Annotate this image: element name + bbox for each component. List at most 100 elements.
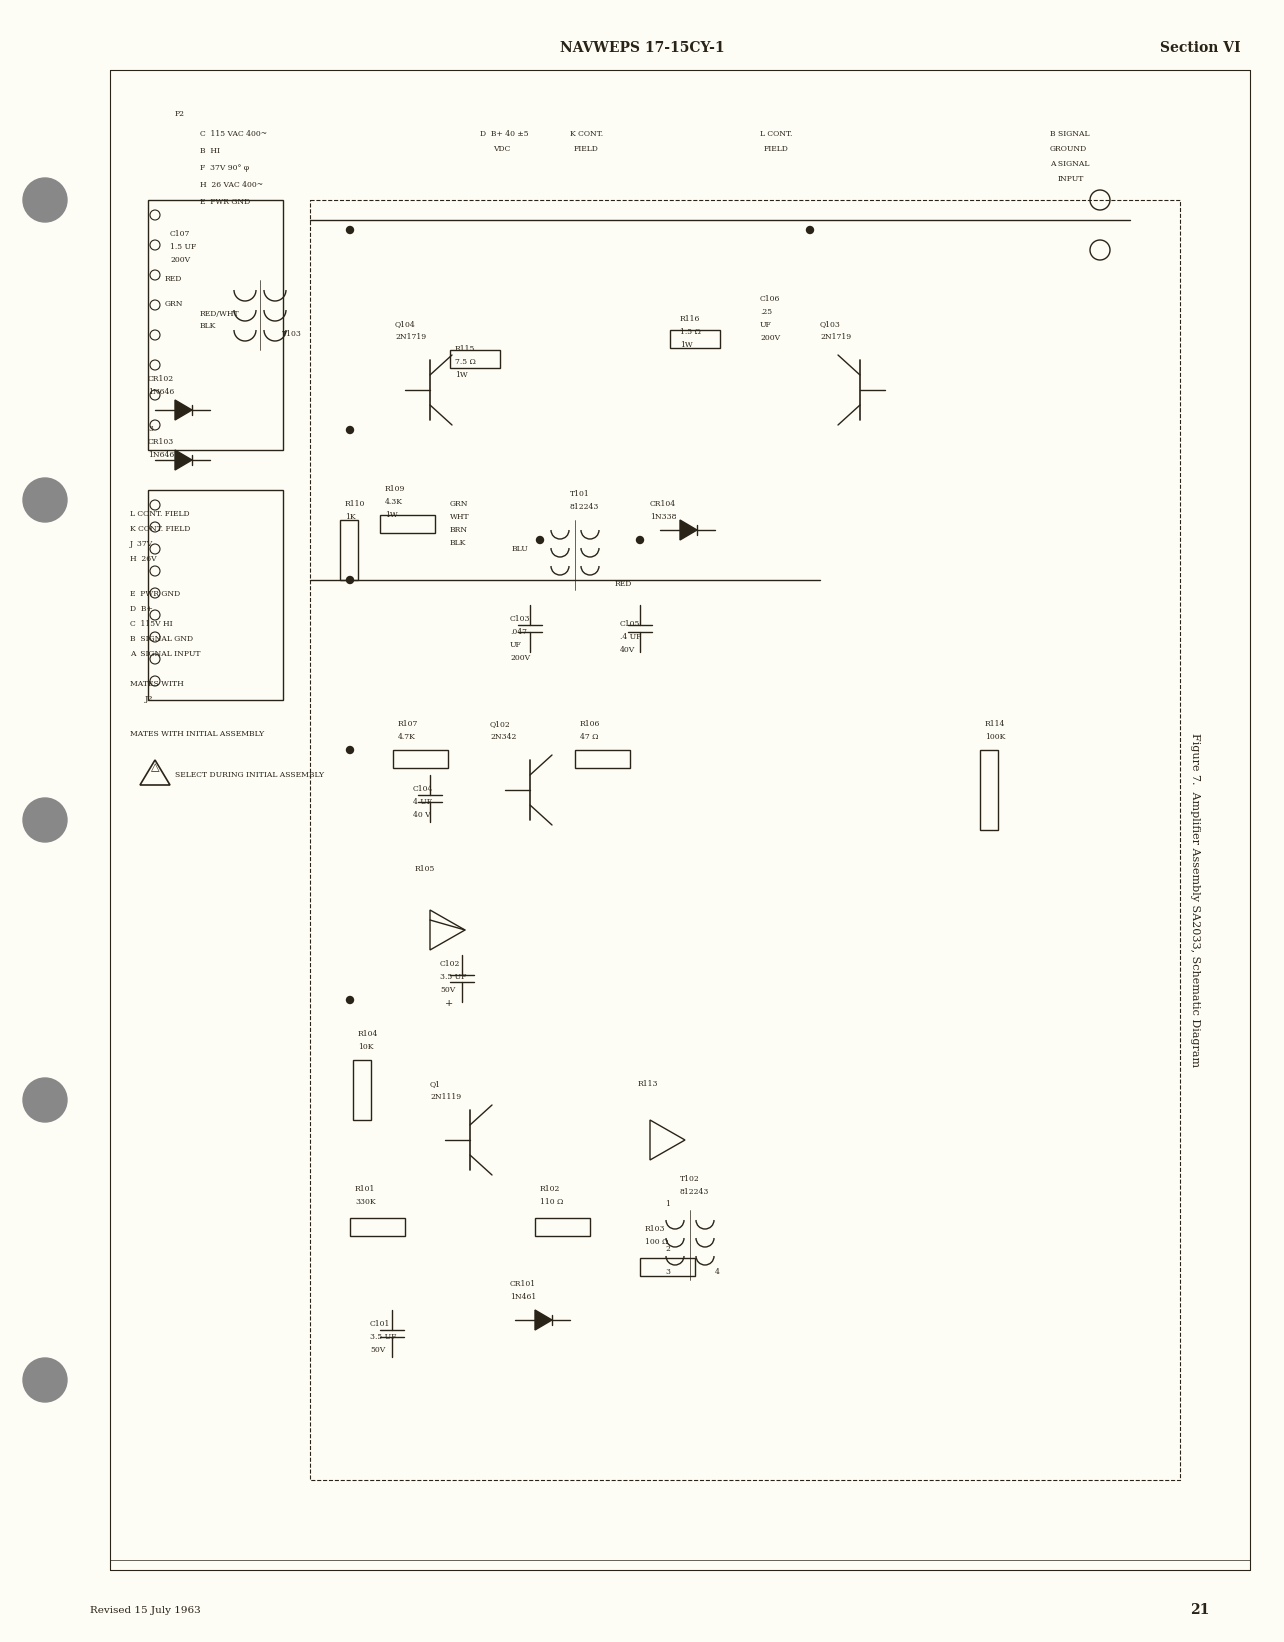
Bar [309,200,1180,1479]
Text: A  SIGNAL INPUT: A SIGNAL INPUT [130,650,200,658]
Text: +: + [446,998,453,1008]
Text: 3: 3 [148,425,153,433]
Text: 1K: 1K [345,512,356,521]
Text: 1.5 Ω: 1.5 Ω [681,328,701,337]
Text: 2N1719: 2N1719 [395,333,426,342]
Text: 812243: 812243 [570,502,600,511]
Text: C102: C102 [440,961,461,969]
Text: GRN: GRN [166,300,184,309]
Text: 4 UF: 4 UF [413,798,431,806]
Text: 1N646: 1N646 [148,388,175,396]
Text: 47 Ω: 47 Ω [580,732,598,741]
Text: R106: R106 [580,719,601,727]
Text: CR101: CR101 [510,1281,537,1287]
Text: C101: C101 [370,1320,390,1328]
Text: T102: T102 [681,1176,700,1182]
Text: 100K: 100K [985,732,1005,741]
Text: .4 UF: .4 UF [620,634,642,640]
Text: C104: C104 [413,785,434,793]
Text: 3.5 UF: 3.5 UF [440,974,466,980]
Text: 40 V: 40 V [413,811,430,819]
Text: 2N1719: 2N1719 [820,333,851,342]
Text: △: △ [150,762,159,772]
Text: C  115V HI: C 115V HI [130,621,172,627]
Text: E  PWR GND: E PWR GND [130,589,180,598]
Text: B SIGNAL: B SIGNAL [1050,130,1090,138]
Text: C  115 VAC 400~: C 115 VAC 400~ [200,130,267,138]
Text: 1.5 UF: 1.5 UF [169,243,196,251]
Text: K CONT. FIELD: K CONT. FIELD [130,525,190,534]
Text: 40V: 40V [620,645,636,654]
Bar [639,1258,695,1276]
Circle shape [23,1358,67,1402]
Text: 330K: 330K [354,1199,376,1205]
Text: 1W: 1W [385,511,398,519]
Text: D  B+ 40 ±5: D B+ 40 ±5 [480,130,529,138]
Bar [575,750,630,768]
Bar [980,750,998,829]
Circle shape [23,177,67,222]
Text: L CONT. FIELD: L CONT. FIELD [130,511,190,517]
Text: R116: R116 [681,315,700,323]
Bar [340,521,358,580]
Text: UF: UF [510,640,521,649]
Text: RED: RED [615,580,633,588]
Circle shape [347,747,353,754]
Text: 3: 3 [665,1268,670,1276]
Text: RED: RED [166,274,182,282]
Text: BLK: BLK [449,539,466,547]
Text: Section VI: Section VI [1159,41,1240,54]
Text: WHT: WHT [449,512,470,521]
Bar [148,489,282,699]
Text: 3.5 UF: 3.5 UF [370,1333,397,1342]
Circle shape [347,227,353,233]
Text: 1N461: 1N461 [510,1292,537,1300]
Polygon shape [175,450,193,470]
Text: C106: C106 [760,296,781,304]
Polygon shape [175,401,193,420]
Text: R101: R101 [354,1186,375,1194]
Text: 200V: 200V [510,654,530,662]
Circle shape [637,537,643,544]
Text: R105: R105 [415,865,435,874]
Text: 2N1119: 2N1119 [430,1094,461,1102]
Bar [535,1218,591,1236]
Text: 100 Ω: 100 Ω [645,1238,669,1246]
Text: R113: R113 [638,1080,659,1089]
Circle shape [537,537,543,544]
Bar [449,350,499,368]
Text: RED/WHT: RED/WHT [200,310,240,319]
Bar [148,200,282,450]
Text: BLU: BLU [512,545,529,553]
Circle shape [23,798,67,842]
Text: 4: 4 [715,1268,720,1276]
Text: Revised 15 July 1963: Revised 15 July 1963 [90,1606,200,1614]
Text: C105: C105 [620,621,641,627]
Circle shape [347,576,353,583]
Text: NAVWEPS 17-15CY-1: NAVWEPS 17-15CY-1 [560,41,724,54]
Polygon shape [535,1310,552,1330]
Text: R102: R102 [541,1186,560,1194]
Text: BRN: BRN [449,525,469,534]
Text: 7.5 Ω: 7.5 Ω [455,358,476,366]
Text: MATES WITH INITIAL ASSEMBLY: MATES WITH INITIAL ASSEMBLY [130,731,265,737]
Text: E  PWR GND: E PWR GND [200,199,250,205]
Text: R107: R107 [398,719,419,727]
Text: 10K: 10K [358,1043,374,1051]
Text: Figure 7.  Amplifier Assembly SA2033, Schematic Diagram: Figure 7. Amplifier Assembly SA2033, Sch… [1190,732,1201,1067]
Text: FIELD: FIELD [574,144,598,153]
Text: T103: T103 [282,330,302,338]
Text: L CONT.: L CONT. [760,130,792,138]
Circle shape [23,1079,67,1121]
Text: 4.7K: 4.7K [398,732,416,741]
Text: P2: P2 [175,110,185,118]
Polygon shape [681,521,697,540]
Text: 2N342: 2N342 [490,732,516,741]
Text: GROUND: GROUND [1050,144,1088,153]
Text: F  37V 90° φ: F 37V 90° φ [200,164,249,172]
Text: D  B+: D B+ [130,604,153,612]
Bar [351,1218,404,1236]
Text: 200V: 200V [760,333,781,342]
Text: UF: UF [760,320,772,328]
Text: Q1: Q1 [430,1080,440,1089]
